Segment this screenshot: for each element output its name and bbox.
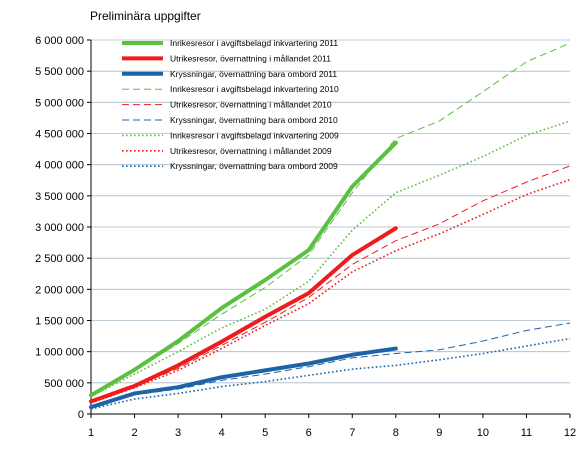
y-tick-label: 3 500 000 xyxy=(35,191,84,203)
y-tick-label: 1 500 000 xyxy=(35,316,84,328)
legend-label: Inrikesresor i avgiftsbelagd inkvarterin… xyxy=(170,38,338,48)
y-tick-label: 2 000 000 xyxy=(35,284,84,296)
legend-label: Utrikesresor, övernattning i mållandet 2… xyxy=(170,53,331,63)
x-tick-label: 1 xyxy=(88,427,94,439)
legend-label: Inrikesresor i avgiftsbelagd inkvarterin… xyxy=(170,84,339,94)
y-tick-label: 3 000 000 xyxy=(35,222,84,234)
x-axis-ticks: 1 2 3 4 5 6 7 8 9 10 11 12 xyxy=(88,414,576,439)
legend-label: Utrikesresor, övernattning i mållandet 2… xyxy=(170,100,332,110)
chart-subtitle: Preliminära uppgifter xyxy=(90,9,201,23)
x-tick-label: 4 xyxy=(219,427,225,439)
legend-label: Inrikesresor i avgiftsbelagd inkvarterin… xyxy=(170,130,339,140)
x-tick-label: 11 xyxy=(521,427,532,439)
series-line xyxy=(90,120,571,398)
series-line xyxy=(90,178,571,404)
legend-label: Kryssningar, övernattning bara ombord 20… xyxy=(170,69,337,79)
y-tick-label: 2 500 000 xyxy=(35,253,84,265)
x-tick-label: 8 xyxy=(393,427,399,439)
y-tick-label: 4 000 000 xyxy=(35,160,84,172)
legend: Inrikesresor i avgiftsbelagd inkvarterin… xyxy=(122,38,339,171)
y-tick-label: 5 000 000 xyxy=(35,97,84,109)
series-line xyxy=(89,226,398,404)
series-line xyxy=(89,140,398,398)
x-tick-label: 7 xyxy=(349,427,355,439)
y-tick-label: 5 500 000 xyxy=(35,66,84,78)
legend-label: Kryssningar, övernattning bara ombord 20… xyxy=(170,161,338,171)
y-tick-label: 0 xyxy=(78,409,84,421)
legend-label: Utrikesresor, övernattning i mållandet 2… xyxy=(170,146,332,156)
x-tick-label: 9 xyxy=(436,427,442,439)
y-axis-ticks: 0 500 000 1 000 000 1 500 000 2 000 000 2 500… xyxy=(35,35,91,421)
x-tick-label: 5 xyxy=(262,427,268,439)
series-line xyxy=(90,337,571,410)
x-tick-label: 2 xyxy=(131,427,137,439)
y-tick-label: 4 500 000 xyxy=(35,129,84,141)
y-tick-label: 500 000 xyxy=(44,378,84,390)
x-tick-label: 10 xyxy=(477,427,489,439)
x-tick-label: 3 xyxy=(175,427,181,439)
y-tick-label: 6 000 000 xyxy=(35,35,84,47)
data-series xyxy=(89,42,571,410)
legend-label: Kryssningar, övernattning bara ombord 20… xyxy=(170,115,338,125)
y-tick-label: 1 000 000 xyxy=(35,347,84,359)
gridlines xyxy=(91,39,570,384)
x-tick-label: 12 xyxy=(564,427,576,439)
series-line xyxy=(90,165,571,403)
x-tick-label: 6 xyxy=(306,427,312,439)
series-line xyxy=(89,346,398,410)
